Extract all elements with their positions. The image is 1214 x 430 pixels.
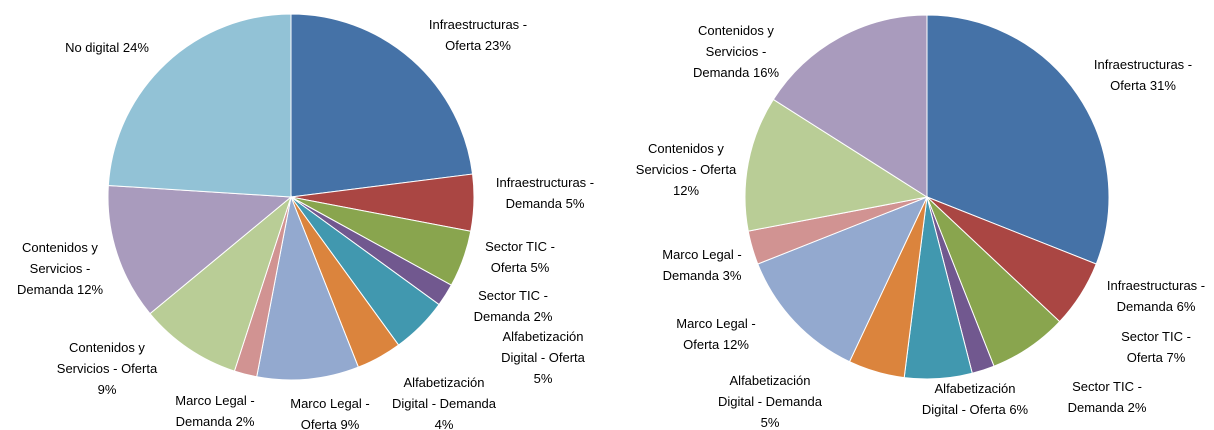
label-text: Alfabetización Digital - Demanda xyxy=(391,375,497,411)
label-text: 5% xyxy=(530,260,550,275)
label-text: 16% xyxy=(752,65,780,80)
label-text: Contenidos y Servicios - Demanda xyxy=(692,23,774,80)
slice-label: Marco Legal - Demanda 2% xyxy=(165,390,265,430)
label-text: Marco Legal - Oferta xyxy=(290,396,370,430)
pie-slice xyxy=(926,14,1110,265)
label-text: Sector TIC - Oferta xyxy=(485,239,555,275)
label-text: 5% xyxy=(565,196,585,211)
slice-label: Infraestructuras - Oferta 31% xyxy=(1078,54,1208,96)
label-text: 3% xyxy=(722,268,742,283)
slice-label: Sector TIC - Demanda 2% xyxy=(468,285,558,327)
label-text: Infraestructuras - Demanda xyxy=(495,175,595,211)
label-text: Contenidos y Servicios - Demanda xyxy=(16,240,98,297)
label-text: Marco Legal - Demanda xyxy=(175,393,255,429)
label-text: 5% xyxy=(533,371,553,386)
slice-label: Marco Legal - Demanda 3% xyxy=(647,244,757,286)
label-text: 2% xyxy=(533,309,553,324)
pie-slice xyxy=(290,13,474,198)
label-text: Infraestructuras - Oferta xyxy=(1093,57,1193,93)
slice-label: Infraestructuras - Demanda 5% xyxy=(485,172,605,214)
slice-label: Sector TIC - Oferta 7% xyxy=(1106,326,1206,368)
slice-label: Contenidos y Servicios - Oferta 9% xyxy=(47,337,167,400)
label-text: 23% xyxy=(484,38,511,53)
label-text: 9% xyxy=(97,382,117,397)
label-text: Infraestructuras - Demanda xyxy=(1106,278,1206,314)
label-text: Sector TIC - Demanda xyxy=(1067,379,1142,415)
slice-label: Marco Legal - Oferta 9% xyxy=(280,393,380,430)
label-text: 31% xyxy=(1149,78,1176,93)
label-text: Contenidos y Servicios - Oferta xyxy=(56,340,158,376)
label-text: 12% xyxy=(722,337,749,352)
label-text: Infraestructuras - Oferta xyxy=(428,17,528,53)
pie-slice xyxy=(107,184,293,315)
pie-slice xyxy=(772,14,928,198)
slice-label: Infraestructuras - Oferta 23% xyxy=(413,14,543,56)
label-text: 6% xyxy=(1009,402,1029,417)
label-text: 9% xyxy=(340,417,360,430)
label-text: Sector TIC - Demanda xyxy=(473,288,548,324)
label-text: Alfabetización Digital - Oferta xyxy=(921,381,1016,417)
label-text: 4% xyxy=(434,417,454,430)
label-text: Sector TIC - Oferta xyxy=(1121,329,1191,365)
pie-slice xyxy=(744,98,929,232)
pie-slice xyxy=(107,13,292,198)
slice-label: Infraestructuras - Demanda 6% xyxy=(1096,275,1214,317)
label-text: No digital xyxy=(65,40,120,55)
label-text: 24% xyxy=(122,40,149,55)
label-text: 7% xyxy=(1166,350,1186,365)
label-text: 12% xyxy=(672,183,700,198)
slice-label: Contenidos y Servicios - Oferta 12% xyxy=(626,138,746,201)
slice-label: Sector TIC - Demanda 2% xyxy=(1057,376,1157,418)
slice-label: No digital 24% xyxy=(32,37,182,58)
pie-slice xyxy=(757,196,928,363)
label-text: 2% xyxy=(235,414,255,429)
label-text: 6% xyxy=(1176,299,1196,314)
pie-slice xyxy=(256,195,360,381)
slice-label: Contenidos y Servicios - Demanda 12% xyxy=(0,237,120,300)
pie-slice xyxy=(149,195,293,372)
slice-label: Alfabetización Digital - Oferta 5% xyxy=(493,326,593,389)
label-text: 5% xyxy=(760,415,780,430)
slice-label: Alfabetización Digital - Oferta 6% xyxy=(920,378,1030,420)
slice-label: Marco Legal - Oferta 12% xyxy=(666,313,766,355)
label-text: Marco Legal - Oferta xyxy=(676,316,756,352)
label-text: Alfabetización Digital - Demanda xyxy=(717,373,823,409)
label-text: 12% xyxy=(76,282,104,297)
slice-label: Alfabetización Digital - Demanda 4% xyxy=(389,372,499,430)
label-text: Marco Legal - Demanda xyxy=(662,247,742,283)
slice-label: Alfabetización Digital - Demanda 5% xyxy=(715,370,825,430)
slice-label: Contenidos y Servicios - Demanda 16% xyxy=(681,20,791,83)
label-text: Alfabetización Digital - Oferta xyxy=(501,329,585,365)
label-text: Contenidos y Servicios - Oferta xyxy=(635,141,737,177)
slice-label: Sector TIC - Oferta 5% xyxy=(475,236,565,278)
label-text: 2% xyxy=(1127,400,1147,415)
